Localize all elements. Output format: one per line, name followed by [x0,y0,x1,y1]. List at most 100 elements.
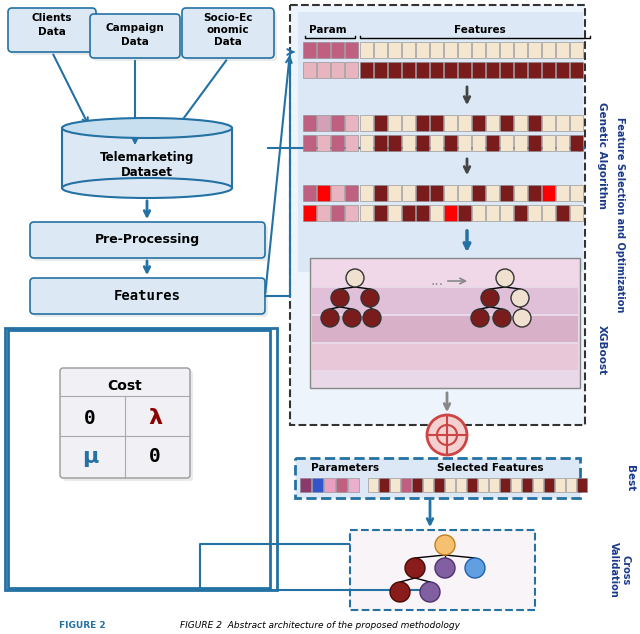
FancyBboxPatch shape [360,115,373,131]
FancyBboxPatch shape [300,478,311,492]
Text: ...: ... [431,274,444,288]
FancyBboxPatch shape [331,205,344,221]
FancyBboxPatch shape [345,205,358,221]
FancyBboxPatch shape [317,135,330,151]
FancyBboxPatch shape [514,185,527,201]
FancyBboxPatch shape [8,8,96,52]
FancyBboxPatch shape [317,185,330,201]
FancyBboxPatch shape [388,42,401,58]
FancyBboxPatch shape [374,205,387,221]
Text: Feature Selection and Optimization: Feature Selection and Optimization [615,117,625,313]
FancyBboxPatch shape [542,205,555,221]
FancyBboxPatch shape [472,135,485,151]
FancyBboxPatch shape [486,62,499,78]
FancyBboxPatch shape [310,258,580,388]
FancyBboxPatch shape [542,185,555,201]
Text: XGBoost: XGBoost [597,325,607,375]
FancyBboxPatch shape [472,42,485,58]
FancyBboxPatch shape [312,478,323,492]
FancyBboxPatch shape [500,185,513,201]
FancyBboxPatch shape [360,42,373,58]
FancyBboxPatch shape [416,42,429,58]
FancyBboxPatch shape [360,135,373,151]
FancyBboxPatch shape [317,42,330,58]
FancyBboxPatch shape [458,42,471,58]
FancyBboxPatch shape [472,115,485,131]
FancyBboxPatch shape [430,42,443,58]
FancyBboxPatch shape [444,185,457,201]
Text: λ: λ [148,408,162,428]
FancyBboxPatch shape [486,135,499,151]
Circle shape [420,582,440,602]
FancyBboxPatch shape [528,135,541,151]
FancyBboxPatch shape [555,478,565,492]
FancyBboxPatch shape [500,115,513,131]
Circle shape [437,425,457,445]
Circle shape [465,558,485,578]
Text: 0: 0 [84,408,96,427]
FancyBboxPatch shape [430,185,443,201]
FancyBboxPatch shape [486,185,499,201]
FancyBboxPatch shape [416,115,429,131]
FancyBboxPatch shape [430,62,443,78]
Text: Socio-Ec: Socio-Ec [204,13,253,23]
FancyBboxPatch shape [416,135,429,151]
FancyBboxPatch shape [570,185,583,201]
FancyBboxPatch shape [472,205,485,221]
Text: onomic: onomic [207,25,250,35]
Circle shape [511,289,529,307]
FancyBboxPatch shape [556,62,569,78]
FancyBboxPatch shape [350,530,535,610]
FancyBboxPatch shape [533,478,543,492]
FancyBboxPatch shape [478,478,488,492]
FancyBboxPatch shape [402,115,415,131]
FancyBboxPatch shape [312,260,578,286]
FancyBboxPatch shape [467,478,477,492]
Text: FIGURE 2  Abstract architecture of the proposed methodology: FIGURE 2 Abstract architecture of the pr… [180,621,460,630]
FancyBboxPatch shape [542,115,555,131]
Circle shape [331,289,349,307]
FancyBboxPatch shape [556,205,569,221]
Text: Selected Features: Selected Features [436,463,543,473]
FancyBboxPatch shape [63,371,193,481]
Text: Features: Features [113,289,180,303]
Circle shape [346,269,364,287]
FancyBboxPatch shape [303,62,316,78]
FancyBboxPatch shape [500,205,513,221]
Text: Pre-Processing: Pre-Processing [95,233,200,247]
Text: μ: μ [82,447,98,467]
Text: Data: Data [38,27,66,37]
FancyBboxPatch shape [514,135,527,151]
Circle shape [435,558,455,578]
Circle shape [363,309,381,327]
FancyBboxPatch shape [303,135,316,151]
FancyBboxPatch shape [430,135,443,151]
FancyBboxPatch shape [472,185,485,201]
FancyBboxPatch shape [345,135,358,151]
FancyBboxPatch shape [348,478,359,492]
Circle shape [343,309,361,327]
FancyBboxPatch shape [514,205,527,221]
FancyBboxPatch shape [430,205,443,221]
FancyBboxPatch shape [445,478,455,492]
FancyBboxPatch shape [522,478,532,492]
FancyBboxPatch shape [511,478,521,492]
FancyBboxPatch shape [360,185,373,201]
Ellipse shape [62,178,232,198]
FancyBboxPatch shape [570,42,583,58]
FancyBboxPatch shape [402,135,415,151]
Text: 0: 0 [149,448,161,467]
FancyBboxPatch shape [472,62,485,78]
FancyBboxPatch shape [570,205,583,221]
FancyBboxPatch shape [570,115,583,131]
FancyBboxPatch shape [402,62,415,78]
Circle shape [496,269,514,287]
FancyBboxPatch shape [388,115,401,131]
FancyBboxPatch shape [500,478,510,492]
Circle shape [405,558,425,578]
FancyBboxPatch shape [298,12,583,272]
FancyBboxPatch shape [331,42,344,58]
FancyBboxPatch shape [345,42,358,58]
FancyBboxPatch shape [331,185,344,201]
FancyBboxPatch shape [331,135,344,151]
